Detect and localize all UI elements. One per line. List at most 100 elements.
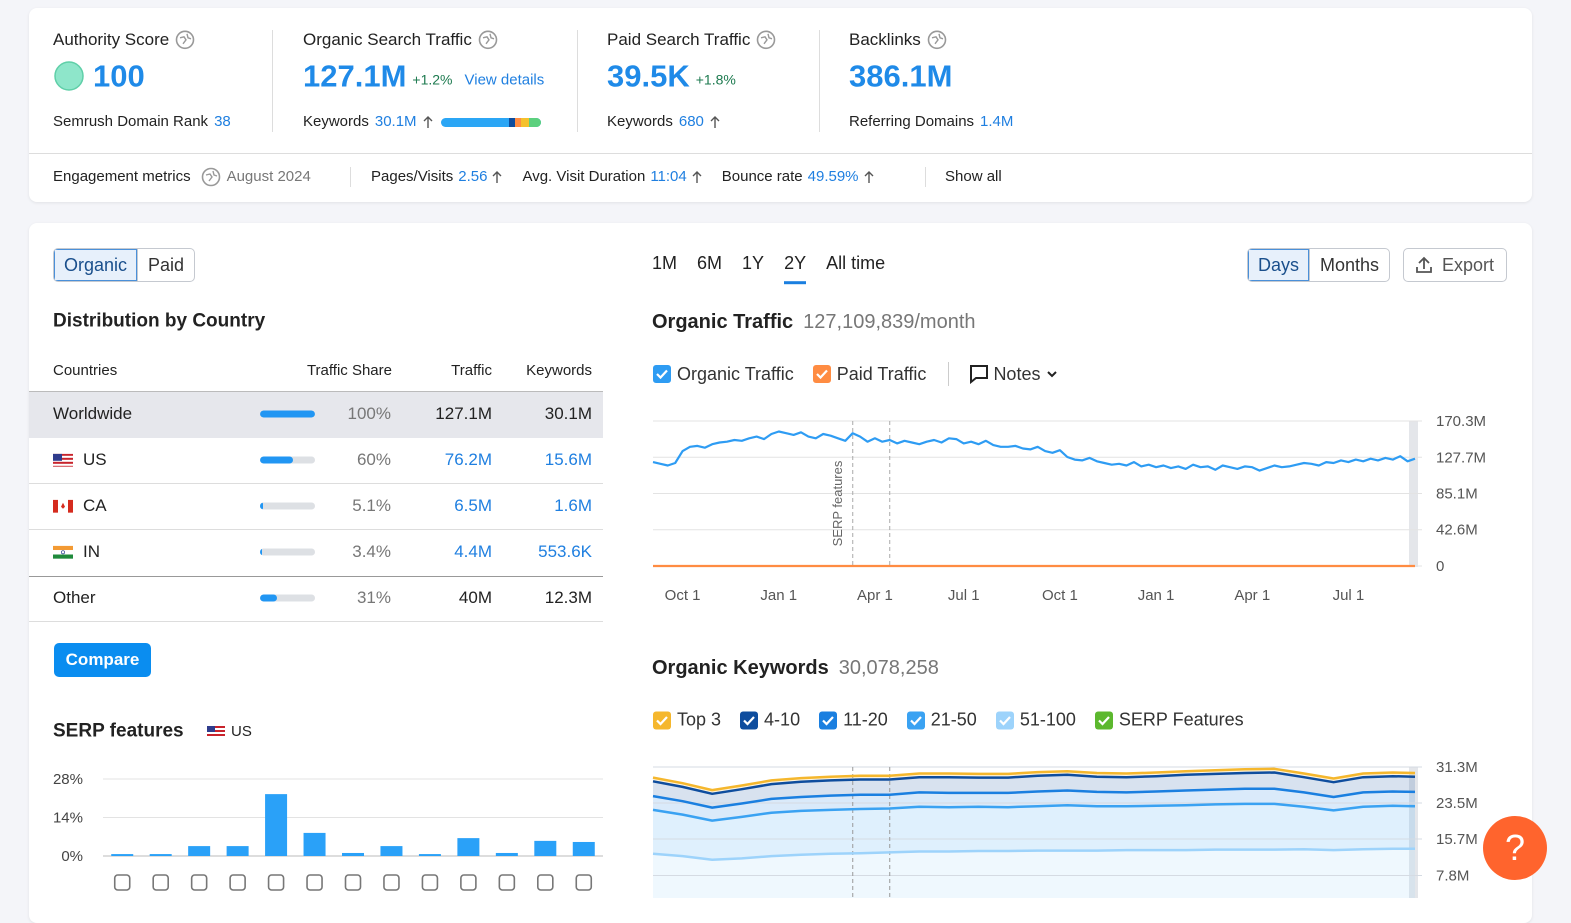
legend-item[interactable]: 21-50 <box>906 710 977 731</box>
feature-icon <box>306 874 323 891</box>
area-edge <box>652 767 1416 792</box>
checkbox[interactable] <box>812 364 832 384</box>
sub-metric: Keywords 30.1M <box>303 113 541 131</box>
label: Organic Search Traffic <box>303 29 472 49</box>
country: IN <box>83 541 100 561</box>
checkbox-box <box>906 711 925 729</box>
legend-item[interactable]: SERP Features <box>1094 710 1244 731</box>
page: Authority Score 100 Semrush Domain Rank 3… <box>29 8 1547 923</box>
value[interactable]: 38 <box>214 113 231 130</box>
traffic[interactable]: 4.4M <box>454 541 492 561</box>
checkbox[interactable] <box>652 364 672 384</box>
chart-title: Organic Keywords <box>652 657 829 679</box>
value: 11:04 <box>650 168 687 185</box>
toggle-option[interactable]: Paid <box>137 249 194 281</box>
help-button[interactable]: ? <box>1483 816 1547 880</box>
bar <box>188 846 211 856</box>
section-title: SERP features <box>53 720 184 742</box>
legend-item[interactable]: Top 3 <box>652 710 721 731</box>
value[interactable]: 30.1M <box>374 113 417 130</box>
legend-item[interactable]: Paid Traffic <box>812 364 926 385</box>
share-bar <box>260 502 263 510</box>
legend-label: Organic Traffic <box>677 363 794 384</box>
divider <box>577 30 578 132</box>
checkbox-box <box>995 711 1014 729</box>
range-option[interactable]: All time <box>826 253 886 274</box>
range-option[interactable]: 1Y <box>742 253 765 274</box>
share-track <box>260 594 315 602</box>
bar <box>495 852 518 856</box>
share-track <box>260 548 315 556</box>
flag-in <box>53 545 73 559</box>
range-option[interactable]: 6M <box>697 253 723 274</box>
range-option[interactable]: 2Y <box>784 247 807 284</box>
section-title: Distribution by Country <box>53 310 266 332</box>
metric-value: 386.1M <box>849 58 953 94</box>
label: Keywords <box>607 113 673 130</box>
toggle-option[interactable]: Months <box>1309 249 1389 281</box>
traffic[interactable]: 76.2M <box>444 449 492 469</box>
range-option[interactable]: 1M <box>652 253 678 274</box>
legend-item[interactable]: 51-100 <box>995 710 1076 731</box>
metric-value: 100 <box>93 58 145 94</box>
country: US <box>231 723 252 740</box>
notes-button[interactable]: Notes <box>969 364 1058 385</box>
share: 100% <box>347 403 391 423</box>
bar <box>380 846 403 856</box>
export-button[interactable]: Export <box>1403 248 1507 282</box>
info-icon[interactable] <box>175 30 195 50</box>
area-edge <box>652 802 1416 822</box>
checkbox[interactable] <box>818 710 838 730</box>
column-header: Countries <box>53 362 118 379</box>
checkbox[interactable] <box>652 710 672 730</box>
y-tick-label: 7.8M <box>1436 867 1469 884</box>
checkbox[interactable] <box>1094 710 1114 730</box>
value[interactable]: 1.4M <box>980 113 1014 130</box>
checkbox[interactable] <box>739 710 759 730</box>
checkbox-box <box>653 365 671 383</box>
toggle-option[interactable]: Organic <box>54 249 138 281</box>
legend-label: 51-100 <box>1019 709 1076 730</box>
keywords[interactable]: 15.6M <box>544 449 592 469</box>
divider <box>948 362 950 386</box>
checkbox[interactable] <box>906 710 926 730</box>
notes-icon <box>970 365 989 384</box>
y-tick-label: 42.6M <box>1436 522 1478 539</box>
feature-icon <box>460 874 477 891</box>
flag-ca <box>53 499 73 513</box>
keywords[interactable]: 1.6M <box>554 495 592 515</box>
legend-item[interactable]: Organic Traffic <box>652 364 794 385</box>
share: 5.1% <box>352 495 391 515</box>
legend-item[interactable]: 11-20 <box>818 710 888 731</box>
change: +1.2% <box>412 71 453 88</box>
checkbox[interactable] <box>995 710 1015 730</box>
info-icon[interactable] <box>927 30 947 50</box>
info-icon[interactable] <box>201 167 221 187</box>
share-track <box>260 502 315 510</box>
country-cell: IN <box>53 542 100 562</box>
compare-button[interactable]: Compare <box>54 643 151 677</box>
change: +1.8% <box>695 71 736 88</box>
legend-item[interactable]: 4-10 <box>739 710 800 731</box>
traffic[interactable]: 6.5M <box>454 495 492 515</box>
show-all-link[interactable]: Show all <box>945 168 1002 185</box>
view-details-link[interactable]: View details <box>464 71 545 88</box>
divider <box>272 30 273 132</box>
toggle-option[interactable]: Days <box>1248 249 1310 281</box>
keywords[interactable]: 553.6K <box>538 541 592 561</box>
row-divider <box>29 529 603 530</box>
share-track <box>260 456 315 464</box>
column-header: Keywords <box>526 362 592 379</box>
keywords: 12.3M <box>544 587 592 607</box>
legend-items: Organic Traffic Paid Traffic <box>652 364 944 385</box>
bar <box>534 840 557 856</box>
checkmark <box>656 715 668 726</box>
info-icon[interactable] <box>756 30 776 50</box>
share: 3.4% <box>352 541 391 561</box>
value[interactable]: 680 <box>678 113 704 130</box>
country-cell: CA <box>53 496 107 516</box>
info-icon[interactable] <box>478 30 498 50</box>
engagement-metrics: Pages/Visits 2.56 Avg. Visit Duration 11:04… <box>371 168 874 186</box>
checkbox-box <box>1094 711 1113 729</box>
share: 60% <box>356 449 391 469</box>
